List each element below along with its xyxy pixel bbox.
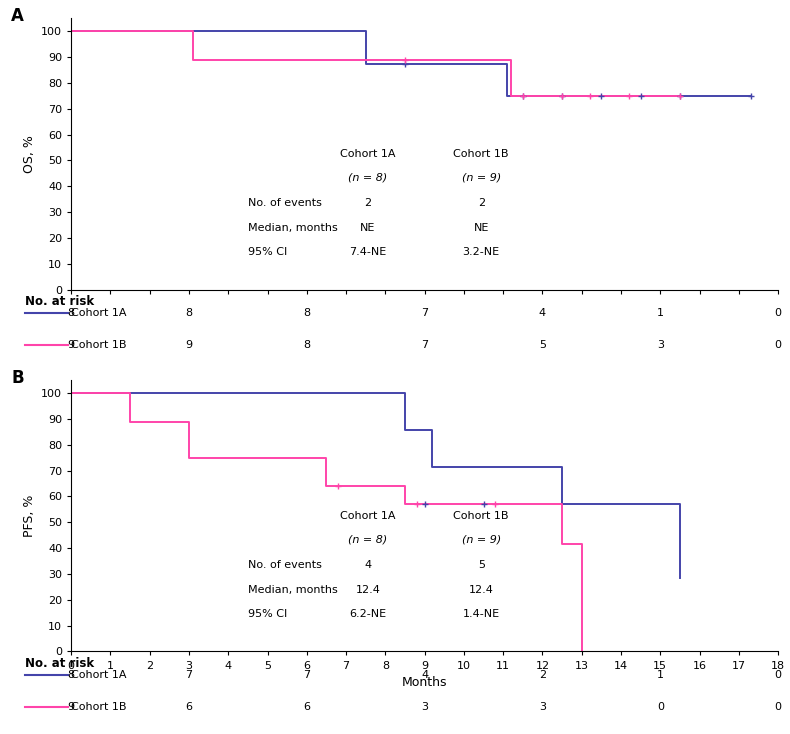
Text: 2: 2 [364, 198, 371, 208]
Text: 9: 9 [186, 341, 193, 350]
Text: 4: 4 [539, 308, 546, 319]
Y-axis label: OS, %: OS, % [23, 135, 36, 173]
Text: 12.4: 12.4 [468, 584, 494, 595]
Text: 0: 0 [775, 341, 781, 350]
X-axis label: Months: Months [402, 676, 447, 689]
Text: NE: NE [360, 222, 376, 233]
Text: 6: 6 [303, 702, 310, 712]
Text: 3: 3 [421, 702, 428, 712]
Text: NE: NE [473, 222, 489, 233]
Text: 3: 3 [539, 702, 546, 712]
Text: 9: 9 [67, 341, 75, 350]
Text: 12.4: 12.4 [356, 584, 381, 595]
Text: 0: 0 [656, 702, 664, 712]
Text: Cohort 1B: Cohort 1B [453, 150, 509, 159]
Text: 6: 6 [186, 702, 193, 712]
Text: Cohort 1B: Cohort 1B [453, 512, 509, 521]
Text: 9: 9 [67, 702, 75, 712]
Text: 8: 8 [67, 308, 75, 319]
Text: 2: 2 [478, 198, 485, 208]
Text: 7.4-NE: 7.4-NE [349, 247, 386, 257]
Text: 7: 7 [421, 341, 428, 350]
Text: Cohort 1A: Cohort 1A [340, 150, 396, 159]
Text: 5: 5 [478, 560, 485, 570]
Text: 3: 3 [656, 341, 664, 350]
Text: 5: 5 [539, 341, 546, 350]
Text: 7: 7 [303, 670, 310, 680]
Text: Cohort 1A: Cohort 1A [71, 670, 126, 680]
Text: Median, months: Median, months [248, 222, 337, 233]
Text: 1: 1 [656, 308, 664, 319]
Text: 0: 0 [775, 670, 781, 680]
Text: (n = 8): (n = 8) [348, 172, 388, 183]
Text: 95% CI: 95% CI [248, 247, 287, 257]
Y-axis label: PFS, %: PFS, % [23, 495, 36, 537]
Text: No. at risk: No. at risk [25, 295, 94, 308]
Text: 95% CI: 95% CI [248, 609, 287, 619]
Text: 0: 0 [775, 308, 781, 319]
Text: 1: 1 [656, 670, 664, 680]
Text: 4: 4 [421, 670, 428, 680]
Text: 4: 4 [364, 560, 371, 570]
Text: Cohort 1B: Cohort 1B [71, 341, 126, 350]
Text: A: A [11, 7, 24, 26]
Text: Cohort 1A: Cohort 1A [71, 308, 126, 319]
Text: 1.4-NE: 1.4-NE [463, 609, 500, 619]
Text: No. of events: No. of events [248, 560, 322, 570]
Text: Cohort 1B: Cohort 1B [71, 702, 126, 712]
Text: Median, months: Median, months [248, 584, 337, 595]
Text: (n = 8): (n = 8) [348, 534, 388, 545]
Text: (n = 9): (n = 9) [461, 172, 501, 183]
Text: 7: 7 [186, 670, 193, 680]
Text: Cohort 1A: Cohort 1A [340, 512, 396, 521]
Text: 8: 8 [303, 341, 310, 350]
Text: B: B [11, 369, 24, 388]
Text: No. at risk: No. at risk [25, 657, 94, 670]
Text: 8: 8 [186, 308, 193, 319]
Text: (n = 9): (n = 9) [461, 534, 501, 545]
Text: 2: 2 [539, 670, 546, 680]
Text: No. of events: No. of events [248, 198, 322, 208]
Text: 7: 7 [421, 308, 428, 319]
Text: 8: 8 [67, 670, 75, 680]
Text: 8: 8 [303, 308, 310, 319]
Text: 0: 0 [775, 702, 781, 712]
Text: 6.2-NE: 6.2-NE [349, 609, 386, 619]
Text: 3.2-NE: 3.2-NE [463, 247, 500, 257]
